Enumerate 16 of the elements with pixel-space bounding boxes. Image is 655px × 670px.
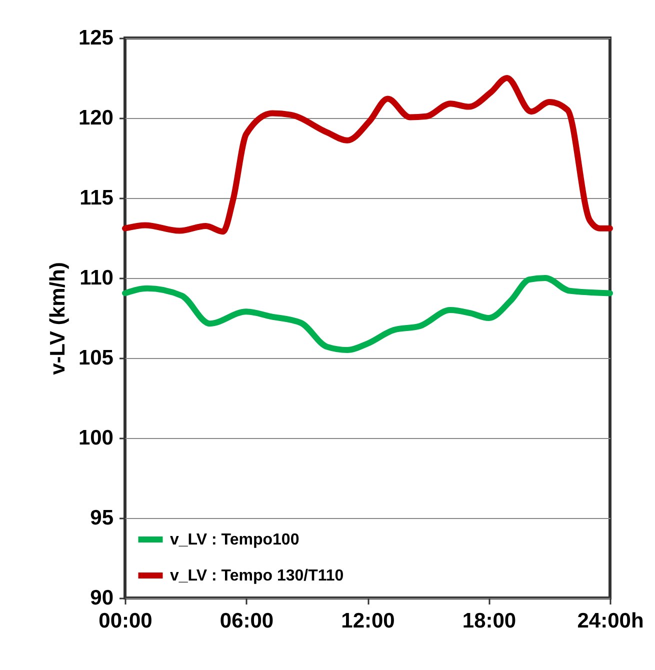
y-tick-label: 115 — [80, 186, 114, 210]
x-tick-label: 18:00 — [462, 610, 516, 632]
x-tick-label: 06:00 — [220, 610, 274, 632]
legend-label: v_LV : Tempo 130/T110 — [170, 568, 344, 584]
y-tick-label: 120 — [78, 106, 114, 130]
x-tick-label: 00:00 — [98, 610, 152, 632]
y-tick-label: 100 — [78, 426, 114, 450]
y-tick-label: 90 — [90, 586, 114, 610]
y-tick-label: 95 — [90, 506, 114, 530]
y-tick-label: 125 — [78, 26, 114, 50]
legend-label: v_LV : Tempo100 — [170, 532, 300, 548]
y-tick-label: 105 — [78, 346, 114, 370]
y-axis-title: v-LV (km/h) — [46, 262, 70, 375]
x-tick-label: 12:00 — [341, 610, 395, 632]
x-tick-label: 24:00h — [577, 610, 644, 632]
y-tick-label: 110 — [80, 266, 114, 290]
